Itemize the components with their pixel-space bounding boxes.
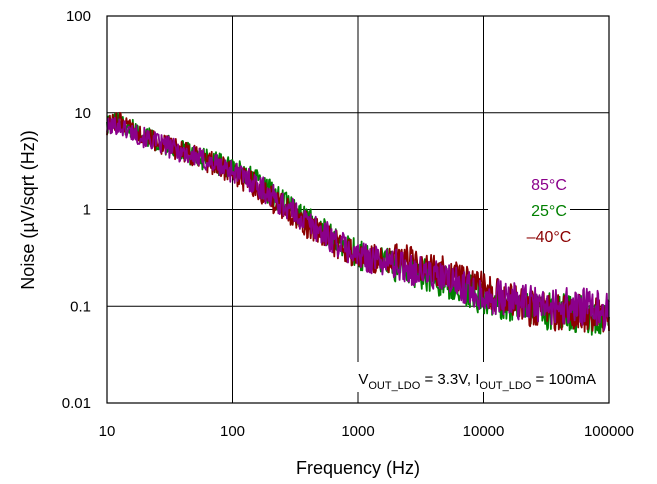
plot-frame (106, 15, 610, 404)
legend-entry: –40°C (527, 229, 572, 246)
i-symbol: I (475, 371, 479, 388)
i-value: = 100mA (531, 371, 596, 388)
annotation-backdrop (262, 362, 602, 392)
i-subscript: OUT_LDO (479, 380, 531, 392)
x-tick-label: 100 (220, 423, 245, 440)
conditions-annotation: VOUT_LDO = 3.3V, IOUT_LDO = 100mA (358, 371, 596, 392)
legend: 85°C 25°C –40°C (527, 177, 572, 246)
y-axis-title: Noise (µV/sqrt (Hz)) (18, 130, 38, 289)
series-layer (106, 111, 610, 336)
v-symbol: V (358, 371, 368, 388)
series-line (106, 116, 610, 331)
x-tick-label: 1000 (341, 423, 374, 440)
v-subscript: OUT_LDO (368, 380, 420, 392)
legend-backdrop (488, 168, 570, 250)
y-tick-label: 0.01 (62, 395, 91, 412)
y-tick-label: 100 (66, 8, 91, 25)
x-axis-title: Frequency (Hz) (296, 458, 420, 478)
x-tick-labels: 10 100 1000 10000 100000 (99, 423, 634, 440)
legend-entry: 25°C (531, 203, 567, 220)
x-tick-label: 100000 (584, 423, 634, 440)
y-tick-label: 1 (83, 202, 91, 219)
legend-entry: 85°C (531, 177, 567, 194)
x-tick-label: 10000 (463, 423, 505, 440)
y-tick-label: 0.1 (70, 298, 91, 315)
v-value: = 3.3V, (420, 371, 475, 388)
y-tick-label: 10 (74, 105, 91, 122)
x-tick-label: 10 (99, 423, 116, 440)
y-tick-labels: 0.01 0.1 1 10 100 (62, 8, 91, 412)
